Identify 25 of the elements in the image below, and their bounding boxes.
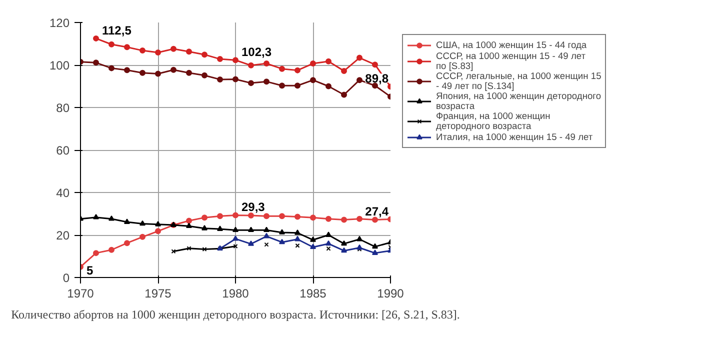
x-tick-label: 1980 <box>222 286 250 300</box>
annotation: 27,4 <box>365 204 389 218</box>
x-tick-label: 1990 <box>377 286 404 300</box>
y-tick-label: 120 <box>49 16 70 30</box>
annotation: 5 <box>86 263 94 278</box>
annotation: 102,3 <box>242 45 272 60</box>
y-tick-label: 80 <box>56 101 70 115</box>
y-tick-label: 40 <box>56 186 70 200</box>
x-tick-label: 1970 <box>67 286 94 300</box>
x-tick-label: 1985 <box>300 286 327 300</box>
y-tick-label: 100 <box>49 58 70 72</box>
y-tick-label: 20 <box>56 228 70 242</box>
legend-label: СССР, легальные, на 1000 женщин 15 - 49 лет по [S.134] <box>436 71 602 91</box>
legend-label: Япония, на 1000 женщин детородного возраста <box>436 91 602 111</box>
legend-label: Франция, на 1000 женщин детородного возраста <box>436 111 550 131</box>
legend-label: Италия, на 1000 женщин 15 - 49 лет <box>436 131 593 143</box>
annotation: 89,8 <box>365 72 389 86</box>
legend-label: СССР, на 1000 женщин 15 - 49 лет по [S.83] <box>436 51 586 71</box>
y-tick-label: 60 <box>56 144 70 158</box>
annotation: 112,5 <box>102 23 132 38</box>
annotation: 29,3 <box>242 200 266 214</box>
y-tick-label: 0 <box>62 271 70 285</box>
x-tick-label: 1975 <box>144 286 172 300</box>
text: Количество абортов на 1000 женщин детородного возраста. Источники: [26, S.21, S.83]. <box>11 308 460 322</box>
legend-label: США, на 1000 женщин 15 - 44 года <box>436 39 587 51</box>
